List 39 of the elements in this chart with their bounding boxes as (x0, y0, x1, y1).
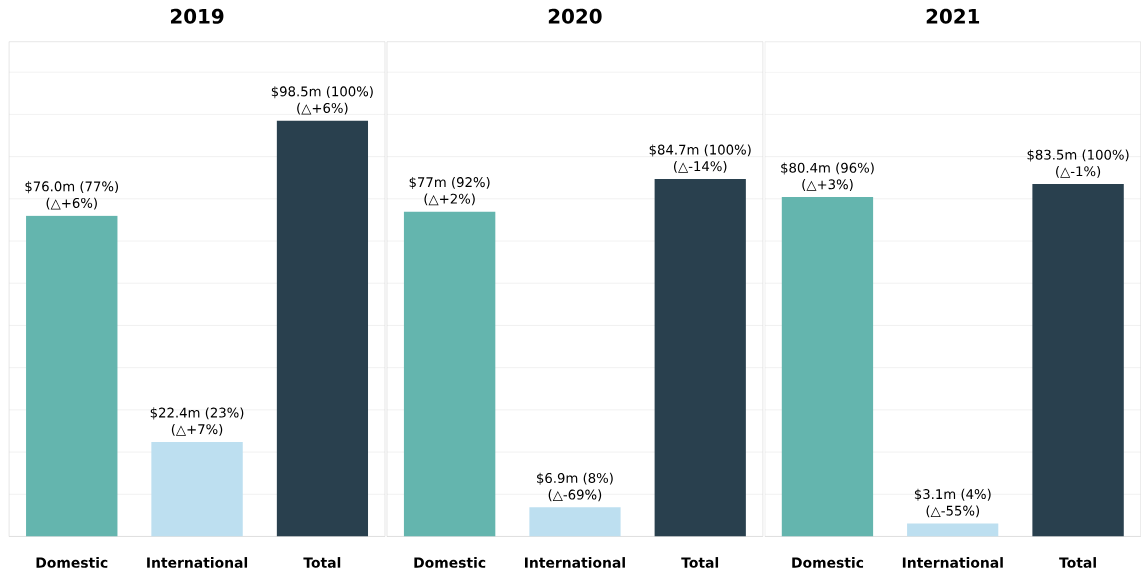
x-tick-label: Total (1059, 556, 1096, 568)
annotation: (△+6%) (46, 197, 97, 210)
annotation: (77%) (80, 181, 119, 193)
annotation: (100%) (326, 86, 373, 98)
data-label: $84.7m (649, 144, 699, 157)
annotation: (4%) (961, 488, 991, 501)
data-label: $98.5m (271, 86, 321, 99)
x-tick-label: Total (681, 556, 719, 568)
annotation: (△+6%) (297, 102, 348, 115)
data-label: $76.0m (25, 181, 75, 194)
data-label: $83.5m (1027, 149, 1077, 162)
x-tick-label: Domestic (36, 556, 108, 568)
x-tick-label: Domestic (792, 556, 864, 568)
x-tick-label: International (902, 556, 1003, 568)
annotation: (△-69%) (548, 489, 602, 502)
data-label: $77m (409, 176, 446, 189)
annotation: (92%) (452, 176, 490, 189)
annotation: (△-1%) (1056, 165, 1101, 178)
chart-title: 2019 (170, 8, 224, 24)
chart-title: 2021 (926, 8, 980, 24)
annotation: (△+2%) (424, 193, 475, 206)
x-tick-label: Domestic (414, 556, 486, 568)
x-tick-label: Total (303, 556, 341, 568)
annotation: (△+3%) (802, 179, 853, 191)
annotation: (23%) (205, 407, 244, 420)
data-label: $80.4m (781, 162, 830, 175)
data-label: $6.9m (537, 472, 578, 485)
x-tick-label: International (147, 556, 248, 568)
annotation: (8%) (583, 472, 613, 485)
annotation: (△+7%) (171, 423, 223, 436)
annotation: (100%) (704, 144, 751, 157)
data-label: $3.1m (914, 488, 956, 501)
annotation: (96%) (836, 162, 874, 175)
data-label: $22.4m (150, 407, 200, 420)
annotation: (100%) (1082, 149, 1129, 162)
annotation: (△-55%) (926, 505, 980, 518)
x-tick-label: International (525, 556, 625, 568)
annotation: (△-14%) (673, 160, 727, 173)
chart-title: 2020 (548, 8, 602, 24)
